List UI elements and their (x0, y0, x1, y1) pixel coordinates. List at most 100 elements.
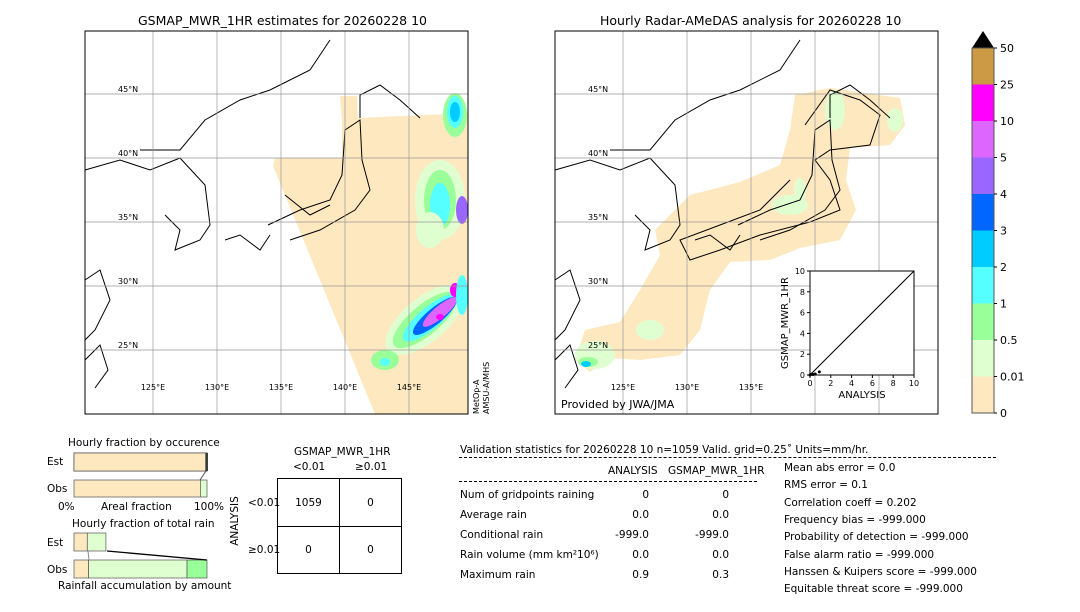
latitude-label: 25°N (118, 341, 138, 350)
latitude-label: 30°N (118, 277, 138, 286)
analysis-coverage (575, 88, 905, 372)
contingency-col-label-1: <0.01 (293, 461, 326, 473)
left-map-title: GSMAP_MWR_1HR estimates for 20260228 10 (138, 13, 427, 28)
rain-area (772, 195, 808, 215)
contingency-col-title: GSMAP_MWR_1HR (294, 446, 391, 458)
y-tick-label: 8 (800, 288, 805, 297)
fraction-bar-segment (73, 452, 207, 472)
reference-line (809, 270, 915, 376)
coastline (224, 234, 271, 251)
colorbar-tick-label: 3 (1000, 225, 1007, 238)
stat-row-label: Average rain (460, 509, 527, 521)
map-frame (554, 30, 939, 415)
colorbar-tick-label: 0.5 (1000, 334, 1018, 347)
score-line: Hanssen & Kuipers score = -999.000 (784, 565, 977, 578)
right-map-title: Hourly Radar-AMeDAS analysis for 2026022… (600, 13, 902, 28)
rain-fraction-title: Hourly fraction of total rain (72, 518, 215, 530)
stat-row-label: Num of gridpoints raining (460, 489, 595, 501)
y-tick-label: 10 (795, 267, 805, 276)
colorbar-segment (972, 230, 994, 267)
x-tick-label: 2 (828, 379, 833, 388)
y-tick-label: 2 (800, 350, 805, 359)
connector-line (87, 550, 90, 561)
rain-area (456, 196, 468, 224)
coastline (140, 39, 331, 151)
occ-est-label: Est (47, 456, 64, 468)
left-map-panel: 45°N 40°N 35°N 30°N 25°N 125°E 130°E 135°E 140°E… (84, 30, 469, 415)
fraction-bars-svg (73, 452, 208, 579)
col-header-gsmap: GSMAP_MWR_1HR (668, 465, 765, 477)
latitude-label: 40°N (118, 149, 138, 158)
latitude-label: 45°N (118, 85, 138, 94)
cell-0-0: 1059 (295, 497, 322, 509)
x-tick-label: 8 (891, 379, 896, 388)
colorbar-tick-label: 50 (1000, 42, 1014, 55)
y-tick-label: 6 (800, 309, 805, 318)
divider (459, 457, 996, 458)
colorbar-segment (972, 194, 994, 231)
stat-row-analysis: 0 (642, 489, 649, 501)
y-tick-label: 0 (800, 371, 805, 380)
coastline (84, 269, 111, 341)
coastline (359, 84, 421, 119)
validation-header: Validation statistics for 20260228 10 n=… (460, 444, 869, 456)
longitude-label: 125°E (141, 383, 165, 392)
stat-row-label: Maximum rain (460, 569, 536, 581)
map-frame (84, 30, 469, 415)
x-tick-label: 6 (870, 379, 875, 388)
rain-area (380, 358, 390, 366)
coastline (84, 344, 109, 389)
stat-row-analysis: 0.9 (632, 569, 649, 581)
colorbar-segment (972, 157, 994, 194)
occ-obs-label: Obs (47, 483, 68, 495)
latitude-label: 25°N (588, 341, 608, 350)
rain-xlabel: Rainfall accumulation by amount (58, 580, 232, 592)
fraction-bar-segment (73, 559, 89, 579)
latitude-label: 45°N (588, 85, 608, 94)
col-header-analysis: ANALYSIS (608, 465, 658, 477)
x-tick-label: 0 (807, 379, 812, 388)
occurrence-title: Hourly fraction by occurence (68, 437, 220, 449)
maps-svg: 45°N 40°N 35°N 30°N 25°N 125°E 130°E 135°E 140°E… (84, 30, 1025, 420)
stat-row-gsmap: -999.0 (695, 529, 729, 541)
rain-area (450, 102, 460, 122)
rain-obs-label: Obs (47, 564, 68, 576)
stat-row-analysis: 0.0 (632, 509, 649, 521)
x-tick-label: 10 (909, 379, 919, 388)
sensor-label: MetOp-A (472, 379, 481, 414)
fraction-bar-segment (86, 532, 107, 552)
stat-row-analysis: -999.0 (615, 529, 649, 541)
latitude-label: 35°N (588, 213, 608, 222)
rain-area (416, 212, 444, 248)
score-line: Correlation coeff = 0.202 (784, 496, 917, 509)
coastline (284, 194, 331, 216)
stat-row-analysis: 0.0 (632, 549, 649, 561)
fraction-bar-segment (73, 479, 201, 498)
rain-area (887, 108, 903, 132)
longitude-label: 130°E (205, 383, 229, 392)
coastline (554, 344, 579, 389)
colorbar-tick-label: 25 (1000, 79, 1014, 92)
longitude-label: 145°E (397, 383, 421, 392)
colorbar-segment (972, 121, 994, 158)
connector-line (106, 550, 208, 561)
colorbar-segment (972, 267, 994, 304)
rain-area (422, 297, 458, 327)
coastline (694, 234, 741, 251)
colorbar-tick-label: 5 (1000, 152, 1007, 165)
contingency-table: 1059 0 0 0 (277, 478, 402, 574)
scatter-point (813, 372, 817, 376)
colorbar-tick-label: 10 (1000, 115, 1014, 128)
colorbar-tick-label: 1 (1000, 298, 1007, 311)
rain-est-label: Est (47, 537, 64, 549)
longitude-label: 125°E (611, 383, 635, 392)
x-tick-label: 4 (849, 379, 854, 388)
rain-area (636, 320, 664, 340)
coastline (737, 119, 841, 241)
fraction-bar-segment (200, 479, 208, 498)
fraction-bar-segment (88, 559, 188, 579)
colorbar-tick-label: 2 (1000, 261, 1007, 274)
cell-0-1: 0 (367, 497, 374, 509)
colorbar-extend-arrow (972, 31, 994, 48)
